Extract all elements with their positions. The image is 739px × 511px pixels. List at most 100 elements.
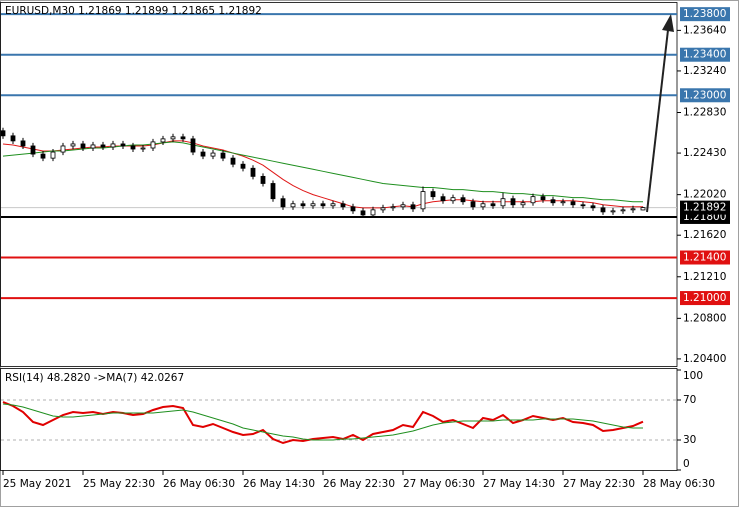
main-plot-frame — [0, 2, 678, 367]
x-tick-label: 27 May 06:30 — [403, 478, 475, 490]
candle-body — [130, 145, 136, 150]
y-tick-label: 1.21210 — [683, 271, 726, 283]
candle-body — [510, 198, 516, 206]
candle-body — [540, 196, 546, 201]
y-tick-label: 1.22020 — [683, 189, 726, 201]
candle-body — [340, 203, 346, 208]
candle-body — [270, 183, 276, 200]
candle-body — [330, 203, 336, 207]
main-title: EURUSD,M30 1.21869 1.21899 1.21865 1.218… — [5, 5, 262, 17]
candle-body — [550, 199, 556, 204]
level-label-box — [680, 250, 730, 265]
candle-body — [500, 198, 506, 207]
candle-body — [160, 138, 166, 143]
candle-body — [250, 167, 256, 177]
y-tick-label: 1.20400 — [683, 353, 726, 365]
candle-body — [50, 151, 56, 159]
y-tick-label: 1.22430 — [683, 147, 726, 159]
rsi-line — [2, 401, 644, 445]
candle-body — [280, 198, 286, 208]
candle-body — [400, 204, 406, 208]
candle-body — [10, 135, 16, 142]
main-layer: 1.23640 1.23240 1.22830 1.22430 1.22020 1.216… — [0, 7, 730, 365]
candle-body — [600, 207, 606, 213]
x-tick-label: 25 May 22:30 — [83, 478, 155, 490]
candle-body — [520, 202, 526, 206]
candle-body — [210, 152, 216, 157]
candle-body — [0, 130, 6, 137]
price-label-box — [680, 200, 730, 215]
level-label: 1.21000 — [683, 292, 726, 304]
candle-body — [580, 204, 586, 207]
candle-body — [120, 143, 126, 147]
candle-body — [480, 203, 486, 208]
y-tick-label: 1.22830 — [683, 107, 726, 119]
candle-body — [90, 144, 96, 149]
x-tick-label: 27 May 14:30 — [483, 478, 555, 490]
candle-body — [470, 201, 476, 208]
candle-body — [190, 138, 196, 153]
candle-body — [310, 203, 316, 207]
candle-body — [240, 163, 246, 169]
price-label: 1.21892 — [683, 202, 726, 214]
rsi-line — [2, 403, 644, 441]
y-tick-label: 1.20800 — [683, 312, 726, 324]
y-tick-label: 100 — [683, 370, 703, 382]
level-label: 1.23400 — [683, 49, 726, 61]
candle-body — [20, 140, 26, 147]
candle-body — [450, 197, 456, 202]
candle-body — [590, 205, 596, 209]
candle-body — [360, 210, 366, 216]
candle-body — [640, 207, 646, 211]
candle-body — [460, 197, 466, 203]
y-tick-label: 70 — [683, 394, 696, 406]
y-tick-label: 1.23640 — [683, 24, 726, 36]
candle-body — [230, 157, 236, 165]
candle-body — [320, 203, 326, 207]
level-label-box — [680, 7, 730, 22]
candle-body — [420, 191, 426, 210]
y-tick-label: 1.23240 — [683, 65, 726, 77]
level-label-box — [680, 88, 730, 103]
rsi-layer: 25 May 2021 25 May 22:30 26 May 06:30 26 Ma… — [1, 369, 715, 490]
candle-body — [610, 210, 616, 213]
candle-body — [630, 208, 636, 211]
candle-body — [490, 203, 496, 207]
level-label-box — [680, 47, 730, 62]
x-tick-label: 26 May 22:30 — [323, 478, 395, 490]
candle-body — [260, 175, 266, 184]
candle-body — [350, 206, 356, 212]
candle-body — [620, 209, 626, 212]
candle-body — [180, 136, 186, 140]
candle-body — [30, 145, 36, 155]
forecast-arrowhead — [662, 14, 674, 32]
candle-body — [40, 153, 46, 159]
candle-body — [200, 151, 206, 157]
rsi-title: RSI(14) 48.2820 ->MA(7) 42.0267 — [5, 372, 184, 384]
y-tick-label: 0 — [683, 458, 690, 470]
candle-body — [390, 206, 396, 209]
candle-body — [220, 152, 226, 159]
candle-body — [100, 144, 106, 148]
level-label: 1.23000 — [683, 89, 726, 101]
level-label: 1.23800 — [683, 8, 726, 20]
candle-body — [410, 204, 416, 210]
candle-body — [290, 203, 296, 208]
x-tick-label: 28 May 06:30 — [643, 478, 715, 490]
candle-body — [110, 143, 116, 148]
candle-body — [440, 196, 446, 202]
x-tick-label: 27 May 22:30 — [563, 478, 635, 490]
level-label-box — [680, 291, 730, 306]
candle-body — [300, 203, 306, 207]
forecast-arrow — [646, 29, 669, 213]
y-tick-label: 1.21620 — [683, 229, 726, 241]
candle-body — [560, 201, 566, 204]
level-label: 1.21400 — [683, 252, 726, 264]
candle-body — [430, 191, 436, 198]
candle-body — [530, 196, 536, 204]
candle-body — [70, 143, 76, 147]
x-tick-label: 25 May 2021 — [3, 478, 71, 490]
candle-body — [570, 201, 576, 206]
moving-average — [2, 141, 643, 203]
